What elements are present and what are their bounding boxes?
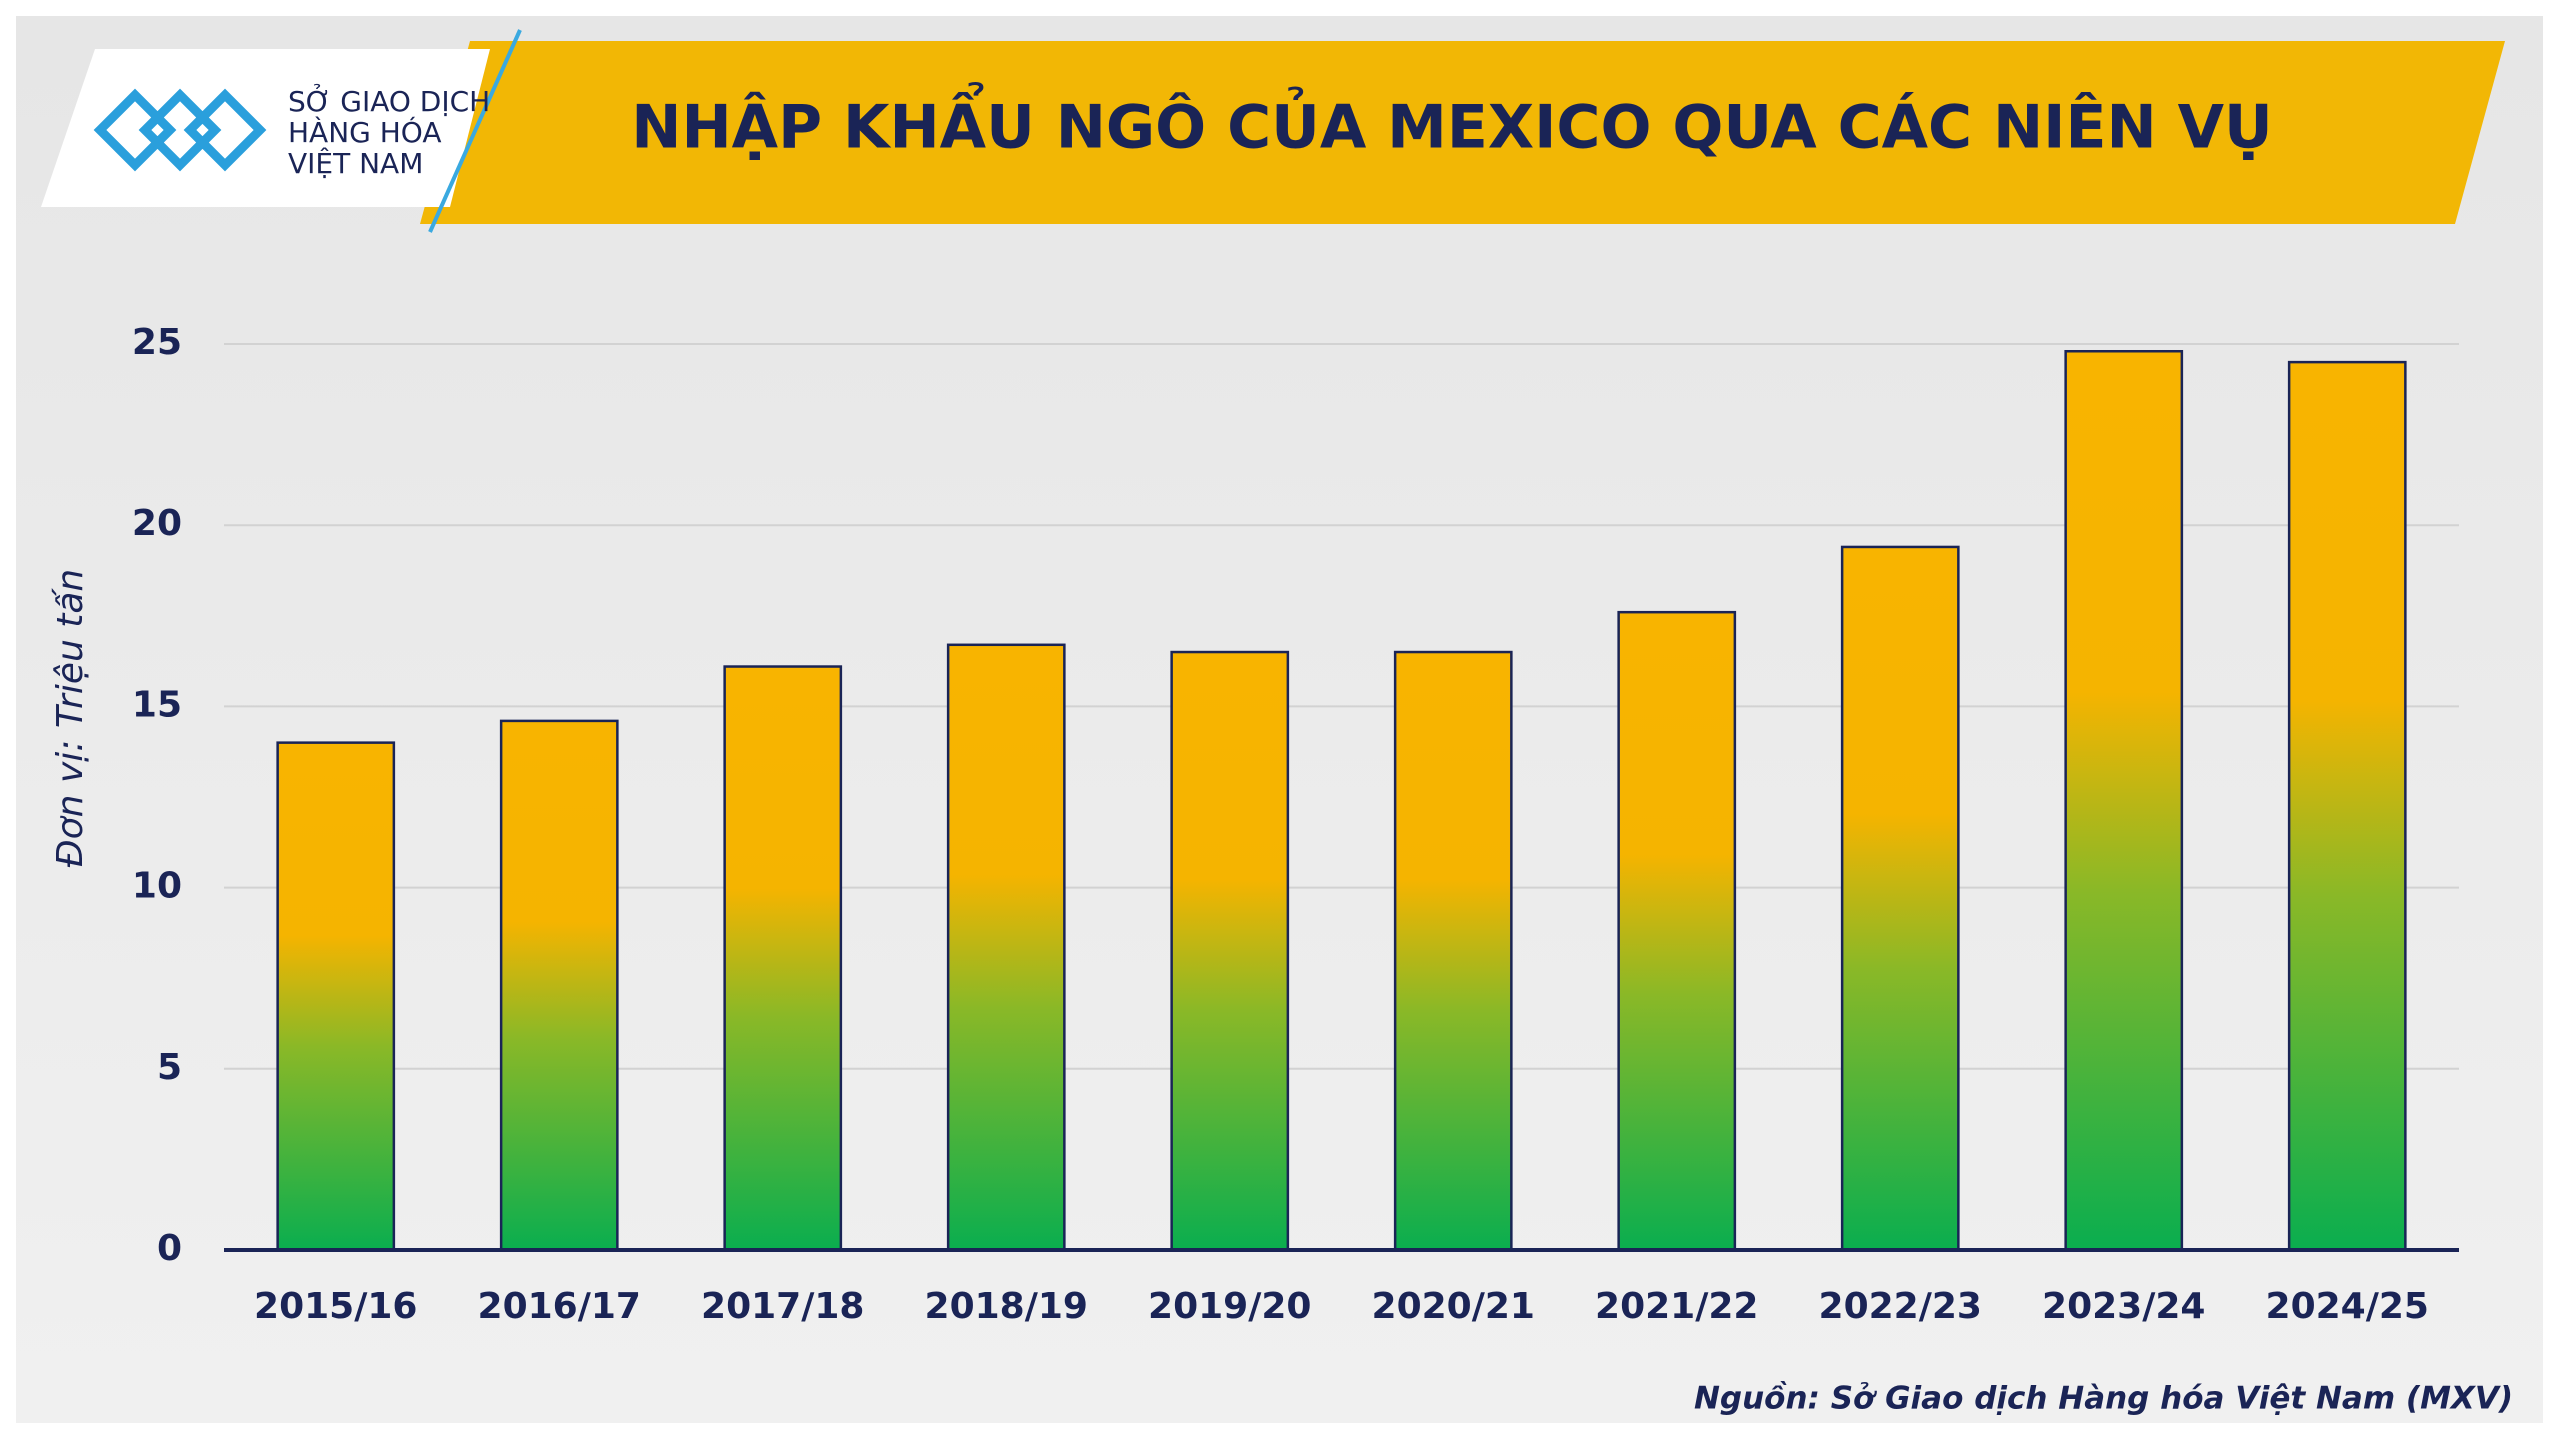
chart-title: NHẬP KHẨU NGÔ CỦA MEXICO QUA CÁC NIÊN VỤ [631, 81, 2273, 163]
y-tick-label: 10 [132, 866, 182, 907]
y-tick-label: 5 [157, 1047, 182, 1088]
logo-text: SỞ GIAO DỊCH [288, 82, 490, 118]
x-tick-label: 2024/25 [2266, 1286, 2429, 1327]
title-banner [420, 41, 2505, 224]
source: Nguồn: Sở Giao dịch Hàng hóa Việt Nam (M… [1694, 1381, 2513, 1417]
x-tick-label: 2019/20 [1148, 1286, 1311, 1327]
logo-text: HÀNG HÓA [288, 115, 442, 149]
x-tick-label: 2021/22 [1595, 1286, 1758, 1327]
bar [1393, 650, 1513, 1252]
y-tick-label: 25 [132, 322, 182, 363]
bar [499, 719, 619, 1252]
logo-mark [93, 88, 267, 172]
y-tick-label: 20 [132, 503, 182, 544]
x-tick-label: 2023/24 [2042, 1286, 2205, 1327]
y-tick-label: 15 [132, 684, 182, 725]
bar [2287, 360, 2407, 1252]
bar [1170, 650, 1290, 1252]
x-tick-label: 2017/18 [701, 1286, 864, 1327]
x-tick-label: 2018/19 [925, 1286, 1088, 1327]
bar [2064, 349, 2184, 1252]
bar [946, 643, 1066, 1252]
bar [1840, 545, 1960, 1252]
bar [723, 665, 843, 1252]
logo-box [41, 49, 490, 207]
logo-text: VIỆT NAM [288, 146, 423, 180]
y-axis-label: Đơn vị: Triệu tấn [50, 569, 91, 867]
y-tick-label: 0 [157, 1228, 182, 1269]
x-tick-label: 2016/17 [478, 1286, 641, 1327]
x-tick-label: 2015/16 [254, 1286, 417, 1327]
logo-accent [428, 29, 522, 233]
bar [276, 741, 396, 1252]
x-tick-label: 2020/21 [1372, 1286, 1535, 1327]
x-tick-label: 2022/23 [1819, 1286, 1982, 1327]
bar [1617, 610, 1737, 1252]
